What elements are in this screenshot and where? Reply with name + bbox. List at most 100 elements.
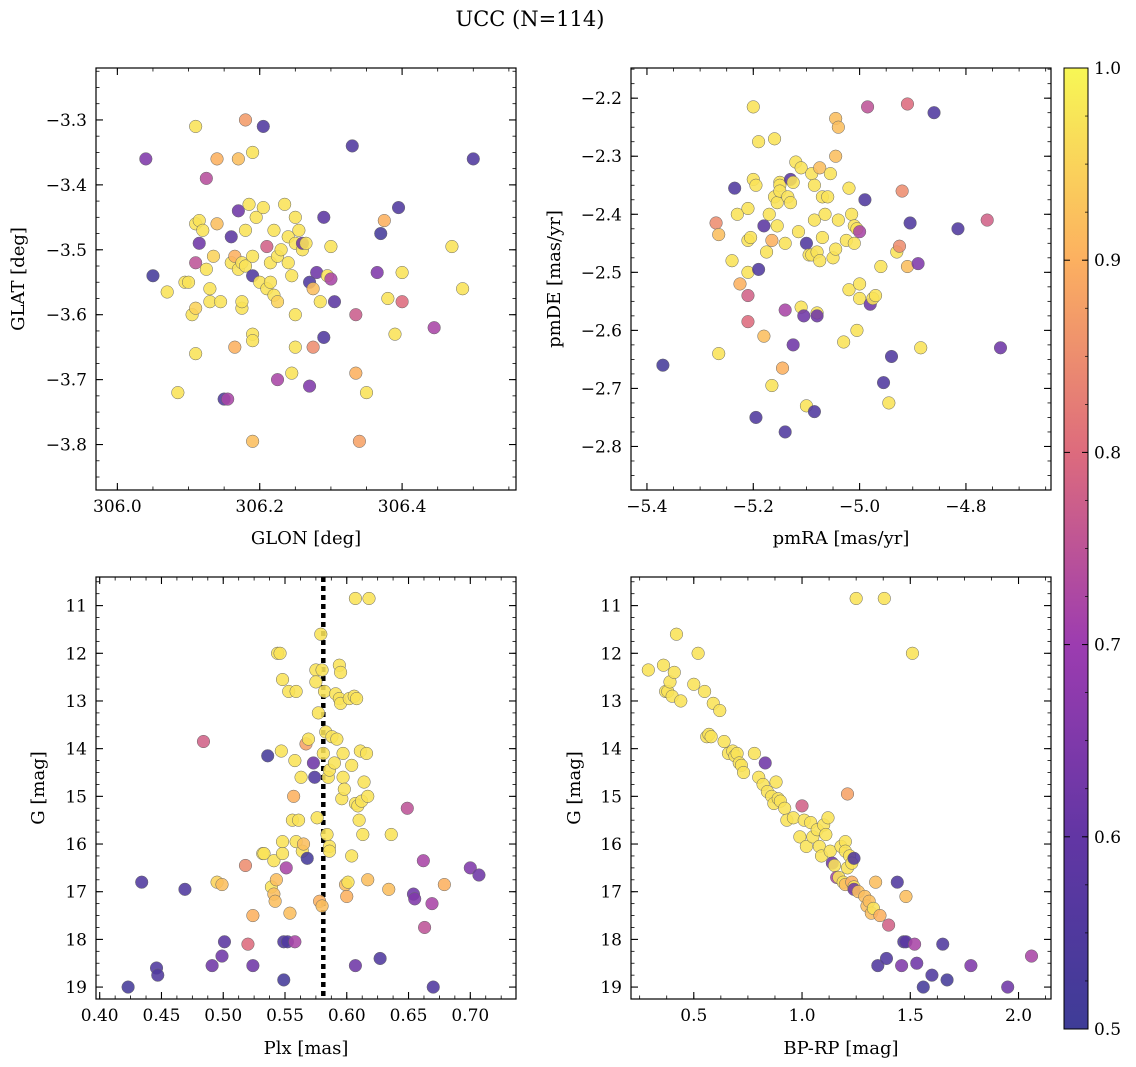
scatter-point bbox=[853, 291, 867, 305]
y-axis-label: G [mag] bbox=[28, 751, 49, 824]
scatter-point bbox=[206, 249, 221, 263]
scatter-point bbox=[160, 285, 174, 299]
scatter-point bbox=[356, 827, 370, 842]
scatter-point bbox=[336, 746, 350, 760]
x-axis-label: Plx [mas] bbox=[264, 1038, 349, 1059]
scatter-point bbox=[463, 861, 477, 875]
scatter-point bbox=[687, 677, 701, 691]
scatter-point bbox=[842, 181, 856, 195]
scatter-point bbox=[350, 692, 364, 706]
scatter-point bbox=[214, 295, 228, 309]
scatter-point bbox=[416, 854, 430, 868]
scatter-point bbox=[285, 366, 299, 380]
scatter-point bbox=[299, 236, 313, 250]
scatter-point bbox=[296, 837, 311, 851]
scatter-point bbox=[698, 684, 712, 698]
scatter-point bbox=[821, 811, 835, 825]
scatter-point bbox=[395, 265, 409, 280]
scatter-point bbox=[361, 789, 375, 803]
scatter-point bbox=[827, 858, 842, 873]
y-tick-label: 16 bbox=[600, 835, 622, 855]
scatter-point bbox=[765, 378, 779, 393]
y-tick-label: −2.8 bbox=[581, 437, 622, 457]
colorbar-tick-label: 0.5 bbox=[1094, 1020, 1121, 1040]
scatter-point bbox=[196, 734, 211, 749]
y-tick-label: 18 bbox=[600, 930, 622, 950]
scatter-point bbox=[400, 801, 414, 815]
scatter-point bbox=[139, 152, 153, 166]
scatter-point bbox=[320, 827, 334, 842]
scatter-point bbox=[730, 207, 744, 221]
scatter-point bbox=[793, 830, 807, 844]
scatter-point bbox=[712, 347, 726, 361]
scatter-point bbox=[895, 184, 909, 198]
scatter-point bbox=[425, 897, 439, 911]
scatter-point bbox=[927, 106, 941, 120]
scatter-point bbox=[791, 225, 806, 239]
scatter-point bbox=[231, 152, 245, 166]
x-axis-label: BP-RP [mag] bbox=[783, 1038, 898, 1059]
scatter-point bbox=[246, 434, 260, 448]
scatter-point bbox=[799, 236, 813, 250]
scatter-point bbox=[288, 754, 302, 768]
scatter-point bbox=[1001, 980, 1015, 994]
scatter-point bbox=[242, 197, 256, 211]
x-tick-label: 0.5 bbox=[680, 1006, 707, 1026]
scatter-point bbox=[749, 178, 763, 192]
scatter-point bbox=[256, 119, 270, 133]
scatter-point bbox=[873, 909, 887, 923]
scatter-point bbox=[674, 694, 688, 708]
scatter-point bbox=[916, 980, 930, 994]
colorbar-tick-label: 0.8 bbox=[1094, 443, 1121, 463]
scatter-point bbox=[437, 878, 451, 892]
scatter-point bbox=[964, 959, 978, 973]
y-axis-label: GLAT [deg] bbox=[8, 227, 29, 331]
scatter-point bbox=[246, 909, 260, 923]
scatter-point bbox=[352, 813, 366, 827]
y-tick-label: 12 bbox=[600, 644, 622, 664]
scatter-point bbox=[760, 245, 774, 259]
scatter-point bbox=[951, 222, 965, 236]
scatter-point bbox=[993, 341, 1008, 355]
scatter-point bbox=[427, 321, 441, 335]
scatter-point bbox=[709, 216, 723, 230]
scatter-point bbox=[799, 839, 813, 853]
scatter-point bbox=[840, 787, 855, 801]
scatter-point bbox=[370, 265, 384, 280]
scatter-point bbox=[285, 269, 299, 283]
y-tick-label: −2.7 bbox=[581, 379, 622, 399]
scatter-point bbox=[823, 167, 837, 181]
scatter-point bbox=[377, 214, 391, 228]
scatter-point bbox=[849, 591, 863, 606]
y-tick-label: 13 bbox=[65, 692, 87, 712]
scatter-point bbox=[778, 801, 792, 815]
y-tick-label: 18 bbox=[65, 930, 87, 950]
scatter-point bbox=[667, 665, 681, 679]
scatter-point bbox=[871, 959, 885, 973]
scatter-point bbox=[940, 973, 954, 987]
y-tick-label: −3.7 bbox=[46, 371, 87, 391]
scatter-point bbox=[205, 959, 219, 973]
panel-glon-glat: 306.0 306.2 306.4−3.3−3.4−3.5−3.6−3.7−3.8 … bbox=[8, 67, 517, 549]
x-tick-label: 0.60 bbox=[328, 1006, 366, 1026]
scatter-point bbox=[445, 239, 459, 254]
scatter-point bbox=[189, 256, 203, 270]
scatter-point bbox=[641, 663, 655, 677]
y-tick-label: 15 bbox=[600, 787, 622, 807]
scatter-point bbox=[741, 315, 755, 329]
scatter-point bbox=[882, 918, 896, 932]
scatter-point bbox=[908, 937, 922, 951]
scatter-point bbox=[869, 288, 883, 303]
y-tick-label: 12 bbox=[65, 644, 87, 664]
scatter-point bbox=[189, 119, 203, 133]
scatter-point bbox=[712, 228, 726, 242]
y-tick-label: −3.4 bbox=[46, 176, 87, 196]
scatter-point bbox=[189, 301, 203, 315]
scatter-point bbox=[246, 249, 260, 263]
scatter-point bbox=[249, 210, 263, 224]
scatter-point bbox=[807, 405, 821, 419]
y-tick-label: 17 bbox=[600, 883, 622, 903]
scatter-point bbox=[786, 338, 800, 352]
scatter-point bbox=[345, 758, 359, 772]
scatter-point bbox=[246, 145, 260, 159]
